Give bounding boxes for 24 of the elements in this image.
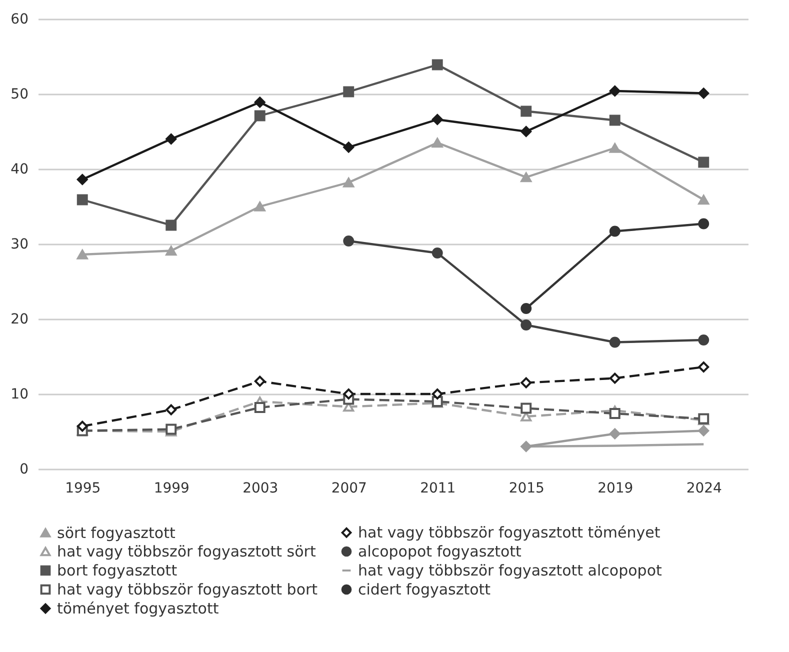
legend-label: hat vagy többször fogyasztott alcopopot — [358, 562, 662, 580]
y-tick-label: 50 — [10, 86, 28, 102]
y-tick-label: 60 — [10, 12, 28, 28]
legend-label: hat vagy többször fogyasztott töményet — [358, 524, 660, 542]
legend-label: hat vagy többször fogyasztott bort — [57, 580, 318, 598]
y-tick-label: 0 — [20, 462, 28, 478]
legend-label: töményet fogyasztott — [57, 600, 219, 618]
y-tick-label: 40 — [10, 162, 28, 178]
x-tick-label: 2003 — [242, 480, 278, 496]
x-tick-label: 2015 — [508, 480, 544, 496]
legend-label: bort fogyasztott — [57, 562, 178, 580]
x-tick-label: 2019 — [598, 480, 634, 496]
legend-label: sört fogyasztott — [57, 524, 176, 542]
y-tick-label: 10 — [10, 386, 28, 402]
x-tick-label: 1999 — [154, 480, 190, 496]
legend-label: alcopopot fogyasztott — [358, 542, 522, 560]
legend-label: cidert fogyasztott — [358, 580, 491, 598]
x-tick-label: 2011 — [420, 480, 456, 496]
x-tick-label: 2024 — [686, 480, 722, 496]
legend-label: hat vagy többször fogyasztott sört — [57, 542, 316, 560]
y-tick-label: 20 — [10, 312, 28, 328]
x-tick-label: 1995 — [65, 480, 101, 496]
x-tick-label: 2007 — [331, 480, 367, 496]
y-tick-label: 30 — [10, 236, 28, 252]
